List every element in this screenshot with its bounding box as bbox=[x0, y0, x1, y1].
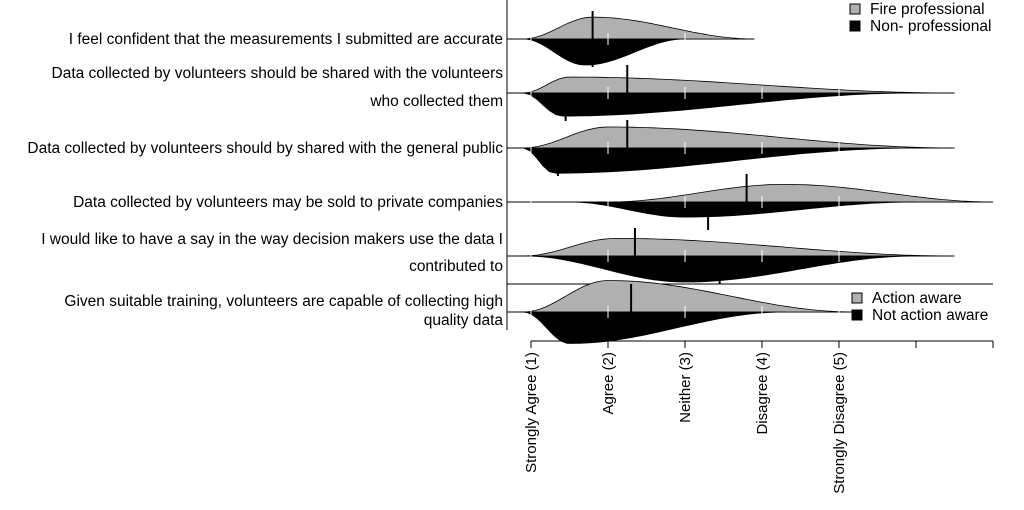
x-tick-label: Strongly Agree (1) bbox=[523, 352, 540, 473]
question-label: contributed to bbox=[409, 258, 503, 275]
question-label: Data collected by volunteers should be s… bbox=[52, 65, 504, 82]
legend-main-label: Non- professional bbox=[870, 18, 991, 35]
x-tick-label: Strongly Disagree (5) bbox=[831, 352, 848, 494]
density-lower bbox=[523, 311, 786, 344]
question-label: Data collected by volunteers may be sold… bbox=[73, 194, 503, 211]
question-label: I feel confident that the measurements I… bbox=[69, 31, 503, 48]
legend-main-swatch bbox=[849, 3, 861, 15]
x-tick-label: Disagree (4) bbox=[754, 352, 771, 435]
legend-main-label: Fire professional bbox=[870, 1, 985, 18]
density-lower bbox=[523, 92, 916, 117]
density-upper bbox=[523, 126, 955, 149]
legend-sub-swatch bbox=[851, 292, 863, 304]
legend-sub-label: Not action aware bbox=[872, 307, 988, 324]
legend-main-swatch bbox=[849, 20, 861, 32]
x-tick-label: Neither (3) bbox=[677, 352, 694, 423]
question-label: Data collected by volunteers should by s… bbox=[27, 140, 503, 157]
plot-layer: I feel confident that the measurements I… bbox=[27, 0, 994, 494]
legend-sub-swatch bbox=[851, 309, 863, 321]
density-lower bbox=[569, 201, 916, 218]
question-label: who collected them bbox=[369, 93, 503, 110]
density-upper bbox=[523, 280, 855, 313]
legend-sub-label: Action aware bbox=[872, 290, 962, 307]
x-tick-label: Agree (2) bbox=[600, 352, 617, 415]
question-label: Given suitable training, volunteers are … bbox=[64, 293, 503, 310]
question-label: quality data bbox=[424, 312, 504, 329]
density-upper bbox=[523, 16, 755, 40]
density-upper bbox=[607, 184, 993, 203]
density-upper bbox=[523, 238, 955, 257]
question-label: I would like to have a say in the way de… bbox=[41, 231, 503, 248]
density-lower bbox=[523, 38, 685, 66]
density-upper bbox=[523, 76, 955, 94]
density-lower bbox=[523, 147, 916, 174]
